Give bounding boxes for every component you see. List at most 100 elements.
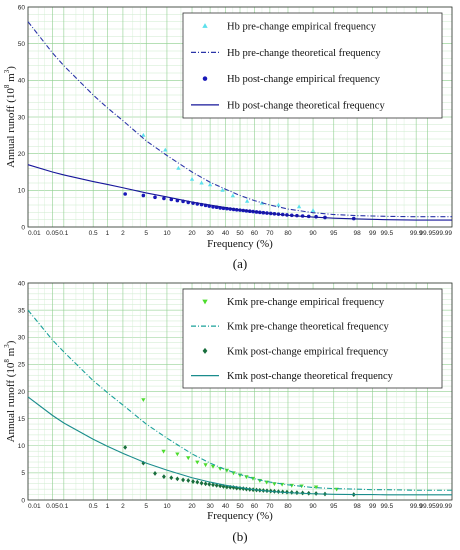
- data-point: [289, 483, 294, 488]
- data-point: [210, 464, 216, 469]
- x-tick-label: 60: [251, 230, 259, 237]
- y-axis-label-a-main: Annual runoff (10: [5, 88, 17, 168]
- x-tick-label: 5: [144, 230, 148, 237]
- x-tick-label: 0.01: [28, 503, 41, 510]
- data-point: [162, 474, 166, 480]
- data-point: [221, 484, 226, 489]
- data-point: [186, 478, 191, 483]
- data-point: [123, 192, 127, 196]
- legend-label: Kmk pre-change empirical frequency: [227, 297, 385, 308]
- x-tick-label: 99.99: [436, 230, 453, 237]
- panel-label-a: (a): [233, 256, 247, 271]
- x-tick-label: 0.5: [89, 230, 98, 237]
- legend-box: [182, 12, 443, 119]
- series-line-a-3: [27, 164, 452, 221]
- data-point: [230, 193, 235, 198]
- y-axis-label-b: Annual runoff (108 m3): [3, 340, 17, 442]
- x-tick-label: 99.95: [419, 503, 436, 510]
- y-tick-labels-b: 0 5 10 15 20 25 30 35 40: [18, 280, 26, 504]
- x-tick-label: 20: [188, 503, 196, 510]
- y-tick-label: 50: [18, 41, 26, 48]
- panel-a: 0 10 20 30 40 50 60 0.01 0.05 0.1 0.5 1 2 5 10 20 30 40 5…: [3, 4, 453, 271]
- y-axis-label-b-close: ): [5, 340, 17, 344]
- legend-label: Kmk post-change theoretical frequency: [227, 371, 394, 382]
- x-tick-label: 50: [236, 503, 244, 510]
- data-point: [276, 202, 281, 207]
- data-point: [203, 481, 208, 487]
- x-tick-label: 98: [353, 230, 361, 237]
- data-point: [203, 463, 208, 468]
- legend-box: [182, 288, 443, 389]
- x-tick-label: 99: [369, 503, 377, 510]
- y-tick-label: 20: [18, 151, 26, 158]
- x-tick-label: 30: [206, 503, 214, 510]
- x-tick-label: 1: [106, 230, 110, 237]
- legend-swatch-marker: [202, 23, 208, 28]
- x-tick-label: 99.5: [381, 230, 394, 237]
- x-tick-label: 10: [163, 230, 171, 237]
- y-axis-label-a-close: ): [5, 66, 17, 70]
- data-point: [207, 182, 213, 187]
- x-axis-label-a: Frequency (%): [207, 238, 273, 250]
- data-point: [186, 456, 191, 461]
- data-point: [153, 195, 157, 200]
- y-axis-label-a-sup2: 3: [3, 69, 11, 73]
- x-tick-label: 0.05: [46, 503, 59, 510]
- y-tick-label: 40: [18, 78, 26, 85]
- data-point: [141, 398, 146, 403]
- data-point: [211, 482, 215, 488]
- x-tick-label: 80: [284, 230, 292, 237]
- x-tick-label: 99.99: [436, 503, 453, 510]
- y-tick-label: 15: [18, 416, 26, 423]
- data-point: [176, 165, 181, 170]
- y-tick-label: 30: [18, 114, 26, 121]
- legend-swatch-marker: [202, 347, 208, 354]
- data-point: [162, 196, 166, 201]
- x-tick-label: 0.1: [59, 230, 68, 237]
- y-axis-label-b-main: Annual runoff (10: [5, 362, 17, 442]
- x-tick-label: 2: [121, 230, 125, 237]
- data-point: [181, 477, 185, 483]
- data-point: [245, 198, 250, 203]
- x-tick-label: 99.9: [410, 230, 423, 237]
- x-tick-label: 95: [330, 230, 338, 237]
- data-point: [153, 471, 157, 476]
- data-point: [169, 197, 174, 202]
- x-axis-label-b: Frequency (%): [207, 510, 273, 522]
- data-point: [199, 480, 204, 486]
- y-tick-label: 60: [18, 4, 26, 11]
- y-tick-label: 40: [18, 280, 26, 287]
- data-point: [161, 449, 166, 454]
- x-tick-label: 40: [222, 503, 230, 510]
- legend-label: Kmk pre-change theoretical frequency: [227, 322, 390, 333]
- y-tick-label: 10: [18, 188, 26, 195]
- x-tick-label: 95: [330, 503, 338, 510]
- data-point: [313, 485, 319, 490]
- y-tick-label: 5: [21, 470, 25, 477]
- series-line-b-3: [27, 396, 452, 496]
- x-tick-label: 70: [266, 230, 274, 237]
- x-tick-label: 90: [309, 230, 317, 237]
- x-tick-label: 90: [309, 503, 317, 510]
- data-point: [123, 444, 128, 450]
- y-axis-label-b-sup2: 3: [3, 344, 11, 348]
- legend-label: Hb pre-change theoretical frequency: [227, 48, 381, 59]
- data-point: [141, 132, 146, 137]
- y-axis-label-a: Annual runoff (108 m3): [3, 66, 17, 168]
- x-tick-label: 30: [206, 230, 214, 237]
- x-tick-label: 50: [236, 230, 244, 237]
- y-tick-label: 30: [18, 335, 26, 342]
- data-point: [199, 180, 204, 185]
- x-tick-label: 99.5: [381, 503, 394, 510]
- x-tick-label: 0.1: [59, 503, 68, 510]
- x-tick-labels-a: 0.01 0.05 0.1 0.5 1 2 5 10 20 30 40 50 60 70 80 90 95 98 9…: [28, 230, 452, 237]
- data-point: [207, 481, 212, 487]
- data-point: [224, 468, 230, 473]
- x-tick-label: 80: [284, 503, 292, 510]
- x-tick-label: 5: [144, 503, 148, 510]
- x-tick-labels-b: 0.01 0.05 0.1 0.5 1 2 5 10 20 30 40 50 60 70 80 90 95 98 9…: [28, 503, 452, 510]
- data-point: [163, 147, 168, 152]
- x-tick-label: 20: [188, 230, 196, 237]
